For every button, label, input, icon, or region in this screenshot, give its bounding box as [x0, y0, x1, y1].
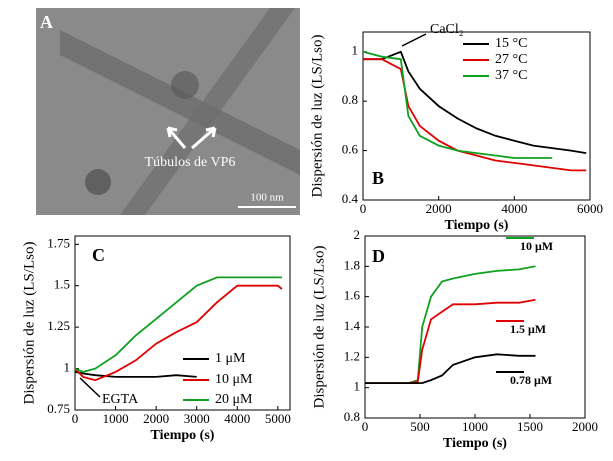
x-axis-label: Tiempo (s)	[151, 428, 215, 443]
panel-label: C	[92, 245, 105, 265]
x-tick-label: 1000	[103, 411, 129, 426]
legend-label: 1.5 μM	[510, 322, 546, 336]
series-line	[362, 50, 553, 159]
annotation: EGTA	[102, 392, 139, 407]
y-tick-label: 1.25	[47, 318, 70, 333]
y-tick-label: 1	[64, 360, 71, 375]
y-axis-label: Dispersión de luz (LS/Lso)	[21, 242, 37, 405]
y-tick-label: 1.4	[344, 318, 361, 333]
x-tick-label: 6000	[577, 201, 603, 216]
series-line	[74, 276, 282, 373]
y-tick-label: 1	[352, 43, 359, 58]
annotation-arrow	[401, 33, 427, 47]
y-tick-label: 1.2	[344, 348, 360, 363]
y-tick-label: 0.75	[47, 401, 70, 416]
y-axis-label: Dispersión de luz (LS/Lso)	[309, 35, 325, 198]
series-line	[74, 371, 197, 378]
legend-label: 27 °C	[495, 52, 527, 67]
legend-label: 37 °C	[495, 68, 527, 83]
x-tick-label: 3000	[184, 411, 210, 426]
y-tick-label: 0.8	[342, 92, 358, 107]
x-tick-label: 2000	[426, 201, 452, 216]
y-tick-label: 1.5	[54, 277, 70, 292]
y-tick-label: 1.75	[47, 235, 70, 250]
legend-label: 15 °C	[495, 36, 527, 51]
plot-frame	[364, 235, 586, 419]
tubule	[60, 30, 300, 175]
x-tick-label: 2000	[143, 411, 169, 426]
series-line	[74, 284, 283, 382]
x-tick-label: 0	[362, 419, 369, 434]
legend-label: 10 μM	[215, 372, 253, 387]
scale-bar-label: 100 nm	[250, 192, 284, 204]
y-tick-label: 1	[354, 379, 361, 394]
panel-label: B	[372, 168, 384, 188]
plot-frame	[362, 31, 591, 201]
y-tick-label: 1.6	[344, 288, 361, 303]
y-tick-label: 2	[354, 227, 361, 242]
series-line	[365, 298, 536, 384]
y-tick-label: 0.8	[344, 409, 360, 424]
y-tick-label: 0.4	[342, 191, 359, 206]
legend-label: 0.78 μM	[510, 373, 552, 387]
annotation: CaCl₂	[430, 22, 464, 37]
x-tick-label: 4000	[224, 411, 250, 426]
legend-label: 20 μM	[215, 392, 253, 407]
annotation-arrow	[79, 377, 101, 398]
series-line	[365, 353, 536, 384]
x-tick-label: 1000	[462, 419, 488, 434]
x-tick-label: 0	[72, 411, 79, 426]
panel-label: A	[40, 12, 53, 32]
legend-label: 10 μM	[520, 239, 553, 253]
panel-a: A Túbulos de VP6 100 nm	[36, 8, 300, 215]
legend-label: 1 μM	[215, 351, 246, 366]
x-tick-label: 500	[410, 419, 430, 434]
x-tick-label: 0	[360, 201, 367, 216]
panel-label: D	[372, 246, 385, 266]
caption: Túbulos de VP6	[145, 155, 236, 170]
particle	[85, 169, 111, 195]
y-tick-label: 1.8	[344, 257, 360, 272]
x-axis-label: Tiempo (s)	[443, 436, 507, 451]
plot-frame	[74, 235, 291, 411]
x-tick-label: 1500	[517, 419, 543, 434]
chart-panel: 0 1000 2000 3000 4000 5000 0.75 1 1.25 1.5 1.75 Tie…	[21, 235, 290, 443]
tubule	[120, 8, 295, 215]
y-axis-label: Dispersión de luz (LS/Lso)	[311, 246, 327, 409]
series-line	[363, 50, 587, 154]
x-tick-label: 5000	[265, 411, 291, 426]
chart-panel: 0 500 1000 1500 2000 0.8 1 1.2 1.4 1.6 1.8 2 Tiempo …	[311, 227, 598, 451]
chart-panel: 0 2000 4000 6000 0.4 0.6 0.8 1 Tiempo (s) Dispers…	[309, 22, 603, 233]
x-axis-label: Tiempo (s)	[445, 218, 509, 233]
y-tick-label: 0.6	[342, 142, 359, 157]
particle	[171, 71, 199, 99]
x-tick-label: 2000	[572, 419, 598, 434]
x-tick-label: 4000	[501, 201, 527, 216]
arrows	[166, 126, 217, 150]
